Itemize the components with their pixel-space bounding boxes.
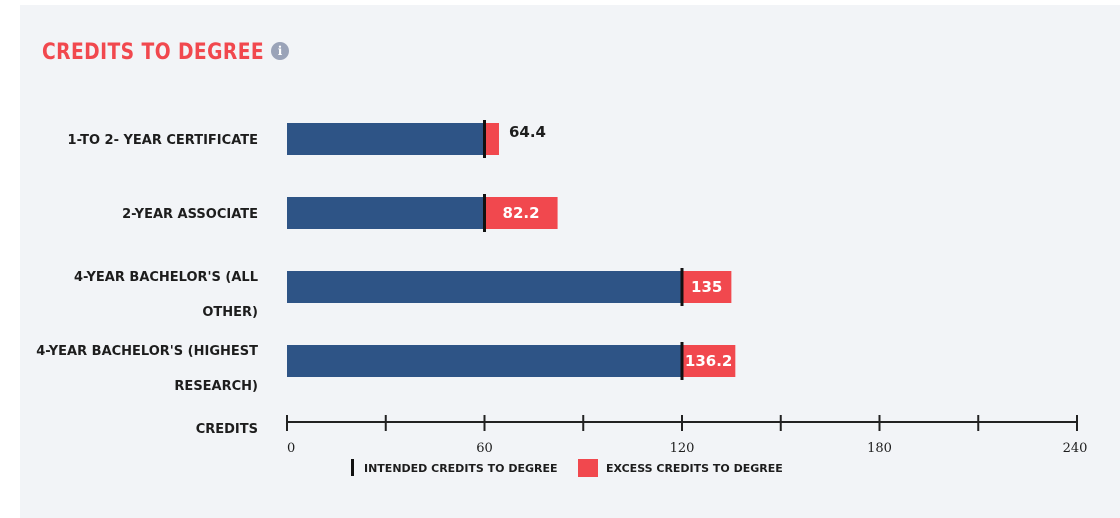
x-tick-label: 0 [287, 441, 295, 456]
chart-title: CREDITS TO DEGREE [42, 40, 265, 65]
x-tick-label: 60 [476, 441, 493, 456]
intended-bar [287, 345, 682, 377]
excess-bar [484, 123, 499, 155]
total-label: 135 [691, 278, 722, 296]
legend-excess-swatch [578, 459, 598, 477]
chart-panel [20, 5, 1120, 518]
legend-intended-label: INTENDED CREDITS TO DEGREE [364, 462, 558, 475]
excess-bar [484, 197, 558, 229]
intended-marker [680, 342, 684, 380]
x-tick-label: 120 [670, 441, 695, 456]
category-label: 2-YEAR ASSOCIATE [122, 207, 258, 222]
total-label: 136.2 [685, 352, 732, 370]
total-label: 64.4 [509, 123, 546, 141]
intended-marker [483, 120, 486, 158]
total-label: 82.2 [503, 204, 540, 222]
excess-bar [682, 345, 736, 377]
intended-marker [680, 268, 684, 306]
category-label: OTHER) [202, 305, 258, 320]
x-tick-label: 180 [867, 441, 892, 456]
intended-marker [483, 194, 486, 232]
intended-bar [287, 123, 485, 155]
category-label: 1-TO 2- YEAR CERTIFICATE [68, 133, 258, 148]
x-tick-label: 240 [1063, 441, 1088, 456]
excess-bar [682, 271, 732, 303]
intended-bar [287, 271, 682, 303]
info-icon[interactable]: i [271, 42, 289, 60]
legend-excess-label: EXCESS CREDITS TO DEGREE [606, 462, 783, 475]
category-label: RESEARCH) [174, 379, 258, 394]
category-label: 4-YEAR BACHELOR'S (ALL [74, 270, 258, 285]
x-axis-title: CREDITS [196, 422, 258, 437]
category-label: 4-YEAR BACHELOR'S (HIGHEST [36, 344, 258, 359]
legend-intended-swatch [351, 459, 354, 476]
intended-bar [287, 197, 485, 229]
